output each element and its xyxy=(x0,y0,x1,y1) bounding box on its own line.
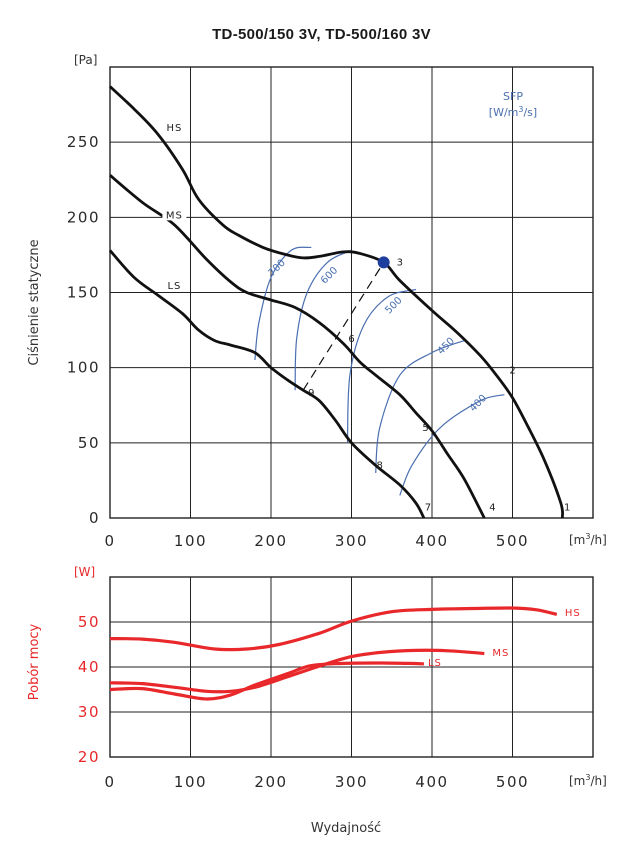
y-tick-label: 20 xyxy=(78,748,100,766)
point-label-5: 5 xyxy=(422,423,428,434)
x-tick-label: 400 xyxy=(415,773,448,791)
point-label-1: 1 xyxy=(564,502,570,513)
sfp-unit: [W/m3/s] xyxy=(489,105,537,119)
point-label-2: 2 xyxy=(509,366,515,377)
curve-label-LS: LS xyxy=(167,281,181,292)
x-tick-label: 300 xyxy=(335,773,368,791)
sfp-line-700 xyxy=(254,246,312,361)
sfp-label-400: 400 xyxy=(468,393,489,414)
x-tick-label: 200 xyxy=(254,532,287,550)
y-axis-title: Ciśnienie statyczne xyxy=(27,239,42,365)
point-label-7: 7 xyxy=(425,502,431,513)
curve-HS xyxy=(109,85,565,519)
x-tick-label: 0 xyxy=(104,532,115,550)
y-tick-label: 40 xyxy=(78,658,100,676)
point-label-6: 6 xyxy=(348,334,354,345)
x-tick-label: 200 xyxy=(254,773,287,791)
x-tick-label: 400 xyxy=(415,532,448,550)
x-tick-label: 100 xyxy=(174,773,207,791)
operating-line xyxy=(302,262,385,391)
pressure-chart: 0 100 200 300 400 500 0 50 100 150 200 250 [Pa] [m3/h… xyxy=(27,53,607,550)
operating-point xyxy=(377,256,390,269)
x-tick-label: 100 xyxy=(174,532,207,550)
y-tick-label: 150 xyxy=(67,284,100,302)
chart-title: TD-500/150 3V, TD-500/160 3V xyxy=(212,26,431,43)
power-label-MS: MS xyxy=(492,648,509,659)
x-unit: [m3/h] xyxy=(569,532,607,547)
sfp-label-700: 700 xyxy=(267,258,288,279)
point-label-4: 4 xyxy=(489,502,495,513)
y-axis-title: Pobór mocy xyxy=(27,623,42,700)
curve-label-bg xyxy=(162,209,187,221)
power-chart: 0 100 200 300 400 500 20 30 40 50 [W] [m3/h] Pobór m… xyxy=(27,565,607,791)
curve-MS xyxy=(109,174,486,519)
sfp-line-450 xyxy=(375,340,465,473)
point-label-8: 8 xyxy=(376,460,382,471)
sfp-line-600 xyxy=(294,249,352,391)
power-curve-HS xyxy=(109,606,558,652)
sfp-label-450: 450 xyxy=(436,336,457,357)
x-axis-title: Wydajność xyxy=(311,821,381,836)
sfp-line-500 xyxy=(346,288,417,443)
y-tick-label: 50 xyxy=(78,434,100,452)
curve-label-HS: HS xyxy=(166,123,182,134)
y-tick-label: 200 xyxy=(67,208,100,226)
power-curve-LS xyxy=(109,661,424,701)
curve-label-bg xyxy=(162,279,187,291)
curve-label-bg xyxy=(162,122,187,134)
power-label-HS: HS xyxy=(565,608,581,619)
point-label-3: 3 xyxy=(397,257,403,268)
sfp-line-400 xyxy=(399,394,505,496)
y-tick-label: 30 xyxy=(78,703,100,721)
x-tick-label: 0 xyxy=(104,773,115,791)
x-unit: [m3/h] xyxy=(569,773,607,788)
point-label-9: 9 xyxy=(308,388,314,399)
x-tick-label: 500 xyxy=(496,532,529,550)
curve-label-MS: MS xyxy=(166,210,183,221)
x-tick-label: 300 xyxy=(335,532,368,550)
power-label-LS: LS xyxy=(428,658,442,669)
power-curve-MS xyxy=(109,648,485,694)
y-tick-label: 0 xyxy=(89,509,100,527)
y-tick-label: 250 xyxy=(67,133,100,151)
x-tick-label: 500 xyxy=(496,773,529,791)
y-tick-label: 100 xyxy=(67,359,100,377)
y-tick-label: 50 xyxy=(78,613,100,631)
curve-LS xyxy=(108,249,426,519)
y-unit: [Pa] xyxy=(74,53,97,67)
sfp-title: SFP xyxy=(503,90,523,103)
y-unit: [W] xyxy=(74,565,95,579)
